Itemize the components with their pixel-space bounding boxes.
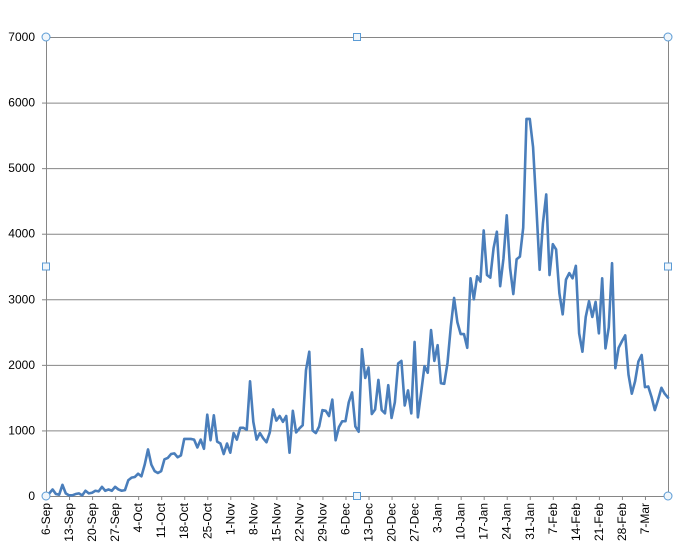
series-line (46, 119, 668, 496)
y-tick-label: 6000 (8, 96, 35, 110)
corner-resize-handle[interactable] (42, 492, 50, 500)
x-tick-label: 27-Sep (108, 503, 122, 542)
y-tick-label: 2000 (8, 358, 35, 372)
y-tick-label: 1000 (8, 423, 35, 437)
y-tick-label: 5000 (8, 161, 35, 175)
y-tick-label: 0 (28, 489, 35, 503)
y-axis-tick-labels: 0 1000 2000 3000 4000 5000 6000 7000 (8, 30, 35, 503)
x-tick-label: 13-Sep (62, 503, 76, 542)
corner-resize-handle[interactable] (42, 33, 50, 41)
x-tick-label: 15-Nov (269, 503, 283, 542)
x-tick-label: 29-Nov (315, 503, 329, 542)
x-tick-label: 6-Dec (338, 503, 352, 535)
x-tick-label: 3-Jan (431, 503, 445, 533)
x-tick-label: 13-Dec (362, 503, 376, 542)
x-tick-label: 7-Mar (638, 503, 652, 534)
y-tick-label: 4000 (8, 227, 35, 241)
side-resize-handle[interactable] (354, 493, 361, 500)
x-tick-label: 27-Dec (408, 503, 422, 542)
gridlines (46, 38, 668, 431)
x-tick-label: 17-Jan (477, 503, 491, 540)
x-axis-tick-labels: 6-Sep 13-Sep 20-Sep 27-Sep 4-Oct 11-Oct 18-Oct… (39, 502, 652, 541)
x-tick-label: 14-Feb (569, 503, 583, 541)
x-tick-label: 20-Dec (385, 503, 399, 542)
series-layer (46, 119, 668, 496)
y-tick-label: 3000 (8, 292, 35, 306)
corner-resize-handle[interactable] (664, 492, 672, 500)
side-resize-handle[interactable] (665, 263, 672, 270)
x-tick-label: 7-Feb (546, 503, 560, 535)
x-tick-label: 18-Oct (177, 502, 191, 539)
x-tick-label: 10-Jan (454, 503, 468, 540)
x-tick-label: 1-Nov (223, 503, 237, 535)
x-tick-label: 22-Nov (292, 503, 306, 542)
x-tick-label: 25-Oct (200, 502, 214, 539)
x-tick-label: 4-Oct (131, 502, 145, 532)
corner-resize-handle[interactable] (664, 33, 672, 41)
x-tick-label: 21-Feb (592, 503, 606, 541)
x-tick-label: 11-Oct (154, 502, 168, 538)
y-tick-label: 7000 (8, 30, 35, 44)
x-tick-label: 8-Nov (246, 503, 260, 535)
x-tick-label: 31-Jan (523, 503, 537, 540)
x-tick-label: 6-Sep (39, 503, 53, 535)
side-resize-handle[interactable] (43, 263, 50, 270)
x-tick-label: 28-Feb (615, 503, 629, 541)
side-resize-handle[interactable] (354, 34, 361, 41)
x-tick-label: 20-Sep (85, 503, 99, 542)
x-tick-label: 24-Jan (500, 503, 514, 540)
